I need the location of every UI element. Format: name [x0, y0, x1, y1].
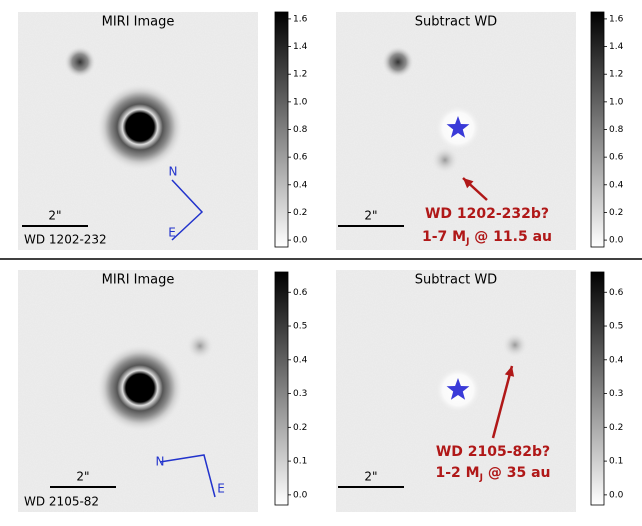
colorbar-tick-label: 1.0	[609, 97, 624, 107]
colorbar-tick-label: 0.4	[293, 355, 308, 365]
compass-label: E	[217, 482, 225, 496]
star-marker	[446, 116, 470, 138]
mass-subscript: J	[465, 237, 469, 247]
colorbar-tick-label: 0.6	[293, 288, 308, 298]
colorbar	[274, 11, 289, 248]
compass-label: E	[168, 226, 176, 240]
colorbar-tick-label: 1.0	[293, 97, 308, 107]
target-name: WD 1202-232	[24, 233, 107, 247]
companion-mass: 1-2 MJ @ 35 au	[436, 465, 551, 483]
image-panel	[336, 12, 576, 250]
mass-text: 1-7 M	[422, 229, 466, 245]
panel-title: Subtract WD	[415, 273, 497, 288]
arrow-shaft	[491, 365, 514, 439]
target-name: WD 2105-82	[24, 495, 99, 509]
colorbar-tick-label: 0.3	[609, 389, 623, 399]
colorbar-tick-label: 1.4	[293, 42, 308, 52]
compass	[171, 179, 204, 241]
mass-text: @ 11.5 au	[469, 229, 552, 245]
white-dwarf	[96, 83, 184, 171]
source	[186, 332, 214, 360]
white-dwarf	[96, 344, 184, 432]
image-panel	[336, 270, 576, 512]
colorbar-tick-label: 1.6	[609, 14, 624, 24]
colorbar-tick-label: 1.4	[609, 42, 624, 52]
colorbar-tick-label: 0.4	[609, 355, 624, 365]
panel-title: MIRI Image	[102, 15, 175, 30]
scale-bar-label: 2"	[48, 209, 61, 223]
colorbar-tick-label: 0.6	[609, 153, 624, 163]
colorbar-tick-label: 0.5	[293, 322, 307, 332]
image-panel	[18, 12, 258, 250]
source	[502, 332, 528, 358]
colorbar-tick-label: 0.1	[293, 457, 307, 467]
source	[431, 146, 459, 174]
colorbar-tick-label: 1.2	[293, 70, 307, 80]
mass-text: 1-2 M	[436, 465, 480, 481]
source	[64, 46, 96, 78]
colorbar-tick-label: 0.2	[293, 208, 307, 218]
panel-title: MIRI Image	[102, 273, 175, 288]
arrow-head	[504, 366, 515, 377]
arrow-head	[463, 178, 474, 189]
source	[382, 46, 414, 78]
colorbar-tick-label: 0.0	[293, 490, 308, 500]
mass-subscript: J	[479, 473, 483, 483]
colorbar-tick-label: 0.0	[293, 236, 308, 246]
colorbar-tick-label: 0.4	[609, 180, 624, 190]
companion-name: WD 2105-82b?	[436, 444, 550, 460]
colorbar-tick-label: 0.6	[609, 288, 624, 298]
compass	[159, 454, 216, 498]
compass-label: N	[169, 165, 178, 179]
colorbar-tick-label: 0.0	[609, 236, 624, 246]
mass-text: @ 35 au	[483, 465, 551, 481]
colorbar-tick-label: 0.2	[609, 208, 623, 218]
colorbar-tick-label: 0.4	[293, 180, 308, 190]
star-marker	[446, 378, 470, 400]
colorbar-tick-label: 0.8	[293, 125, 308, 135]
scale-bar-label: 2"	[364, 470, 377, 484]
colorbar-tick-label: 0.3	[293, 389, 307, 399]
scale-bar-label: 2"	[364, 209, 377, 223]
colorbar	[590, 11, 605, 248]
colorbar-tick-label: 0.2	[293, 423, 307, 433]
scale-bar-label: 2"	[76, 470, 89, 484]
colorbar	[274, 271, 289, 506]
colorbar-tick-label: 1.6	[293, 14, 308, 24]
colorbar-tick-label: 0.6	[293, 153, 308, 163]
companion-name: WD 1202-232b?	[425, 206, 549, 222]
image-panel	[18, 270, 258, 512]
colorbar-tick-label: 1.2	[609, 70, 623, 80]
colorbar-tick-label: 0.8	[609, 125, 624, 135]
panel-title: Subtract WD	[415, 15, 497, 30]
companion-mass: 1-7 MJ @ 11.5 au	[422, 229, 552, 247]
compass-label: N	[156, 455, 165, 469]
colorbar-tick-label: 0.2	[609, 423, 623, 433]
colorbar-tick-label: 0.0	[609, 490, 624, 500]
colorbar-tick-label: 0.1	[609, 457, 623, 467]
colorbar	[590, 271, 605, 506]
colorbar-tick-label: 0.5	[609, 322, 623, 332]
